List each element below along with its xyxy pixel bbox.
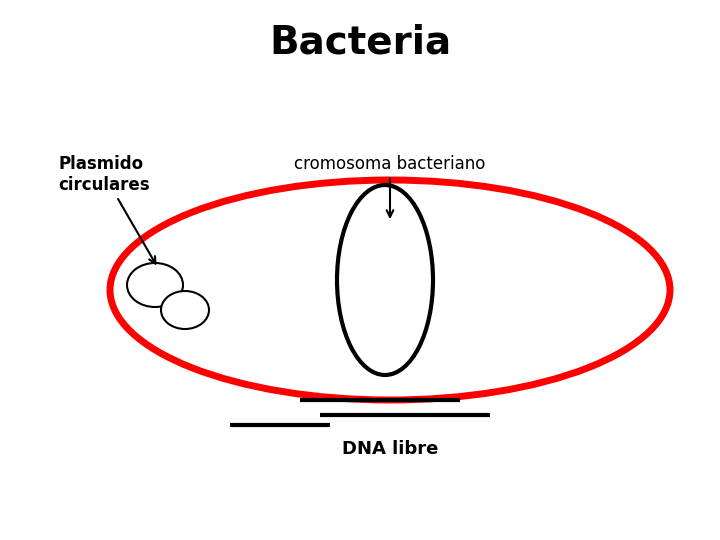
Text: DNA libre: DNA libre xyxy=(342,440,438,458)
Ellipse shape xyxy=(337,185,433,375)
Ellipse shape xyxy=(127,263,183,307)
Text: cromosoma bacteriano: cromosoma bacteriano xyxy=(294,155,486,217)
Ellipse shape xyxy=(161,291,209,329)
Text: Bacteria: Bacteria xyxy=(269,23,451,61)
Text: Plasmido
circulares: Plasmido circulares xyxy=(58,155,156,264)
